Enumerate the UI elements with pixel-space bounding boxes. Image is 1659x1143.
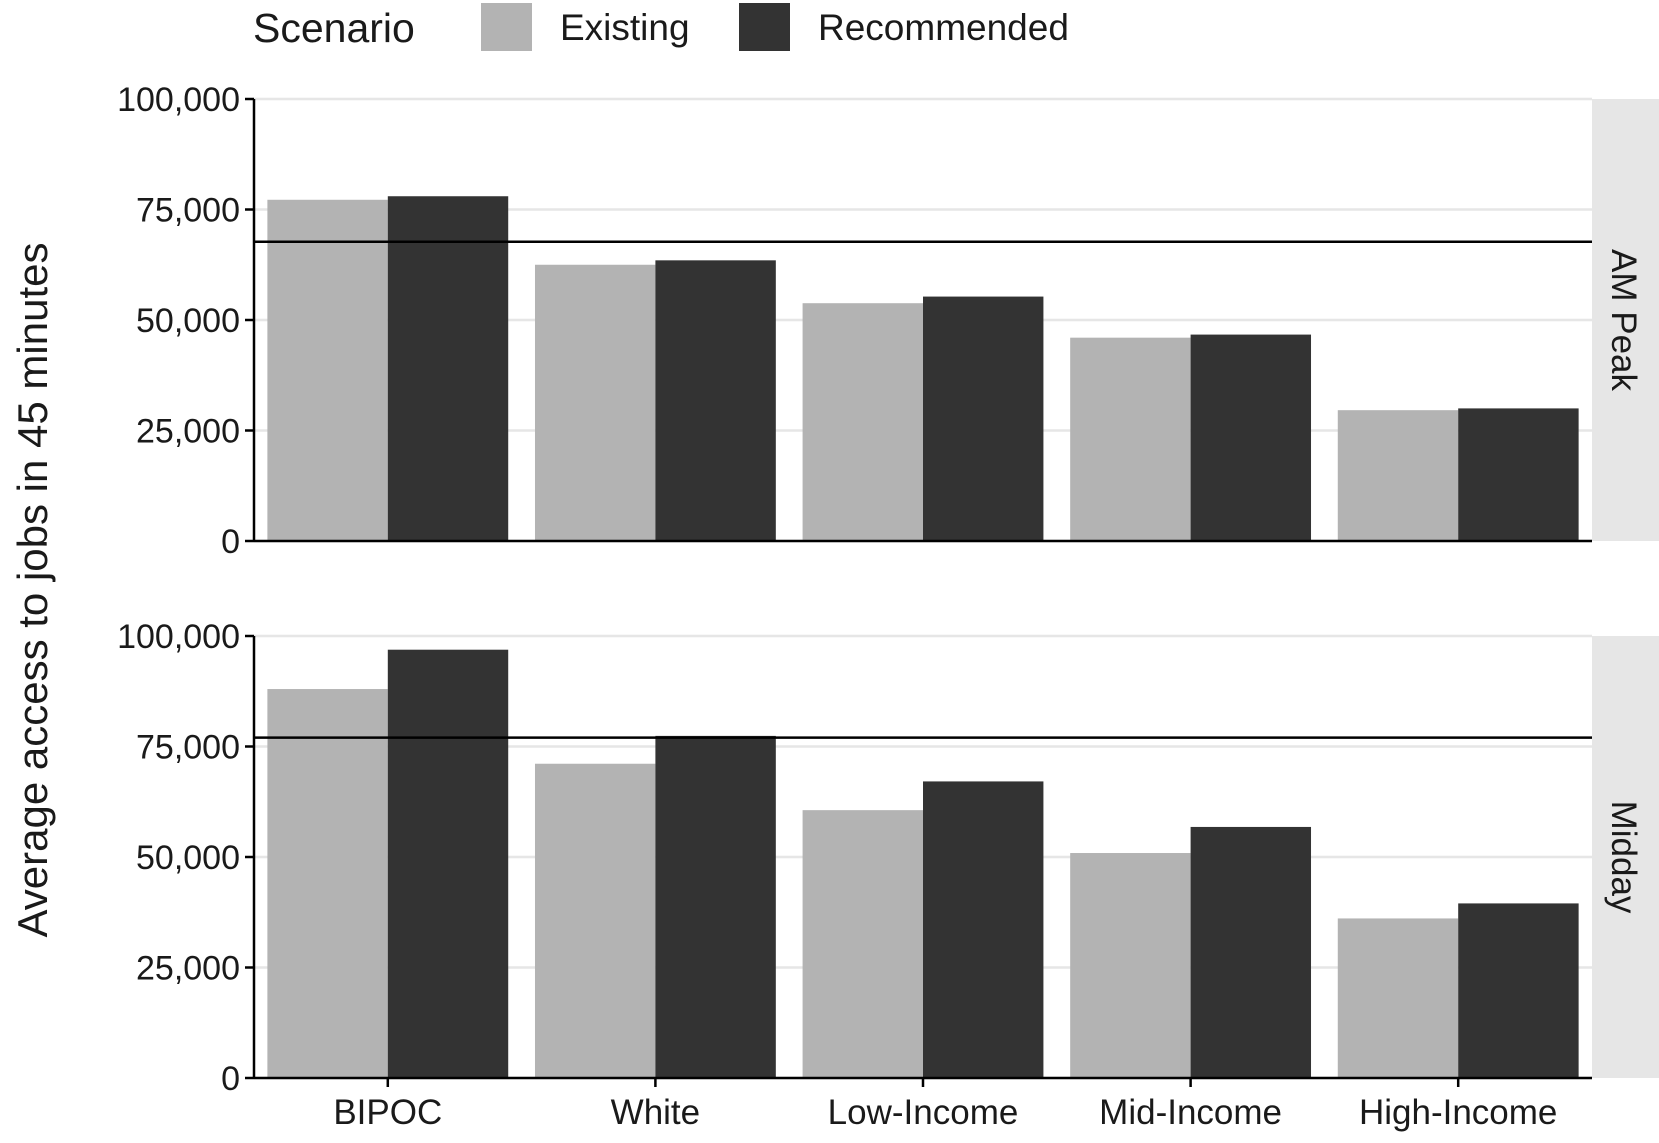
bar-am-peak-recommended-bipoc [387,196,509,542]
bar-am-peak-existing-bipoc [267,199,388,541]
y-tick-label-am-peak-3: 75,000 [136,192,240,230]
bar-midday-existing-mid-income [1070,853,1191,1078]
facet-label-midday: Midday [1604,801,1643,914]
bar-am-peak-recommended-white [655,260,776,541]
bar-am-peak-recommended-low-income [923,296,1044,541]
y-tick-label-midday-4: 100,000 [117,618,240,656]
x-tick-label-low-income: Low-Income [828,1093,1019,1132]
y-tick-label-midday-2: 50,000 [136,839,240,877]
y-tick-label-am-peak-2: 50,000 [136,302,240,340]
y-tick-label-am-peak-4: 100,000 [117,81,240,119]
bar-midday-existing-high-income [1337,918,1459,1078]
bar-midday-recommended-mid-income [1190,826,1312,1078]
legend-swatch-recommended [739,3,790,51]
bar-midday-existing-white [534,763,656,1078]
y-tick-label-midday-3: 75,000 [136,729,240,767]
x-axis: BIPOC White Low-Income Mid-Income High-Incom… [333,1078,1557,1132]
bar-am-peak-existing-high-income [1337,410,1459,541]
bar-am-peak-existing-mid-income [1070,337,1191,541]
legend-label-recommended: Recommended [818,7,1069,48]
y-tick-label-am-peak-1: 25,000 [136,413,240,451]
panel-am-peak: 0 25,000 50,000 75,000 100,000 AM Peak [117,81,1659,561]
bar-am-peak-recommended-mid-income [1190,334,1312,541]
bar-midday-recommended-white [655,735,776,1078]
x-tick-label-high-income: High-Income [1359,1093,1557,1132]
facet-label-am-peak: AM Peak [1604,249,1643,391]
facet-strip-am-peak [1592,99,1659,541]
bar-am-peak-recommended-high-income [1458,408,1579,541]
legend-title: Scenario [253,5,415,51]
bar-midday-recommended-high-income [1458,903,1579,1078]
y-tick-label-midday-1: 25,000 [136,950,240,988]
bar-midday-recommended-low-income [923,781,1044,1078]
bar-midday-existing-low-income [802,810,923,1078]
y-tick-label-midday-0: 0 [221,1060,240,1098]
panel-midday: 0 25,000 50,000 75,000 100,000 Midday [117,618,1659,1098]
y-tick-label-am-peak-0: 0 [221,523,240,561]
bar-midday-recommended-bipoc [387,649,509,1078]
x-tick-label-bipoc: BIPOC [333,1093,442,1132]
bar-am-peak-existing-low-income [802,303,923,541]
facet-strip-midday [1592,636,1659,1078]
legend-swatch-existing [481,3,532,51]
y-axis-label: Average access to jobs in 45 minutes [9,243,56,938]
legend-label-existing: Existing [560,7,690,48]
bar-am-peak-existing-white [534,264,656,541]
x-tick-label-mid-income: Mid-Income [1099,1093,1282,1132]
bar-midday-existing-bipoc [267,689,388,1078]
legend: Scenario Existing Recommended [253,3,1069,51]
x-tick-label-white: White [611,1093,700,1132]
